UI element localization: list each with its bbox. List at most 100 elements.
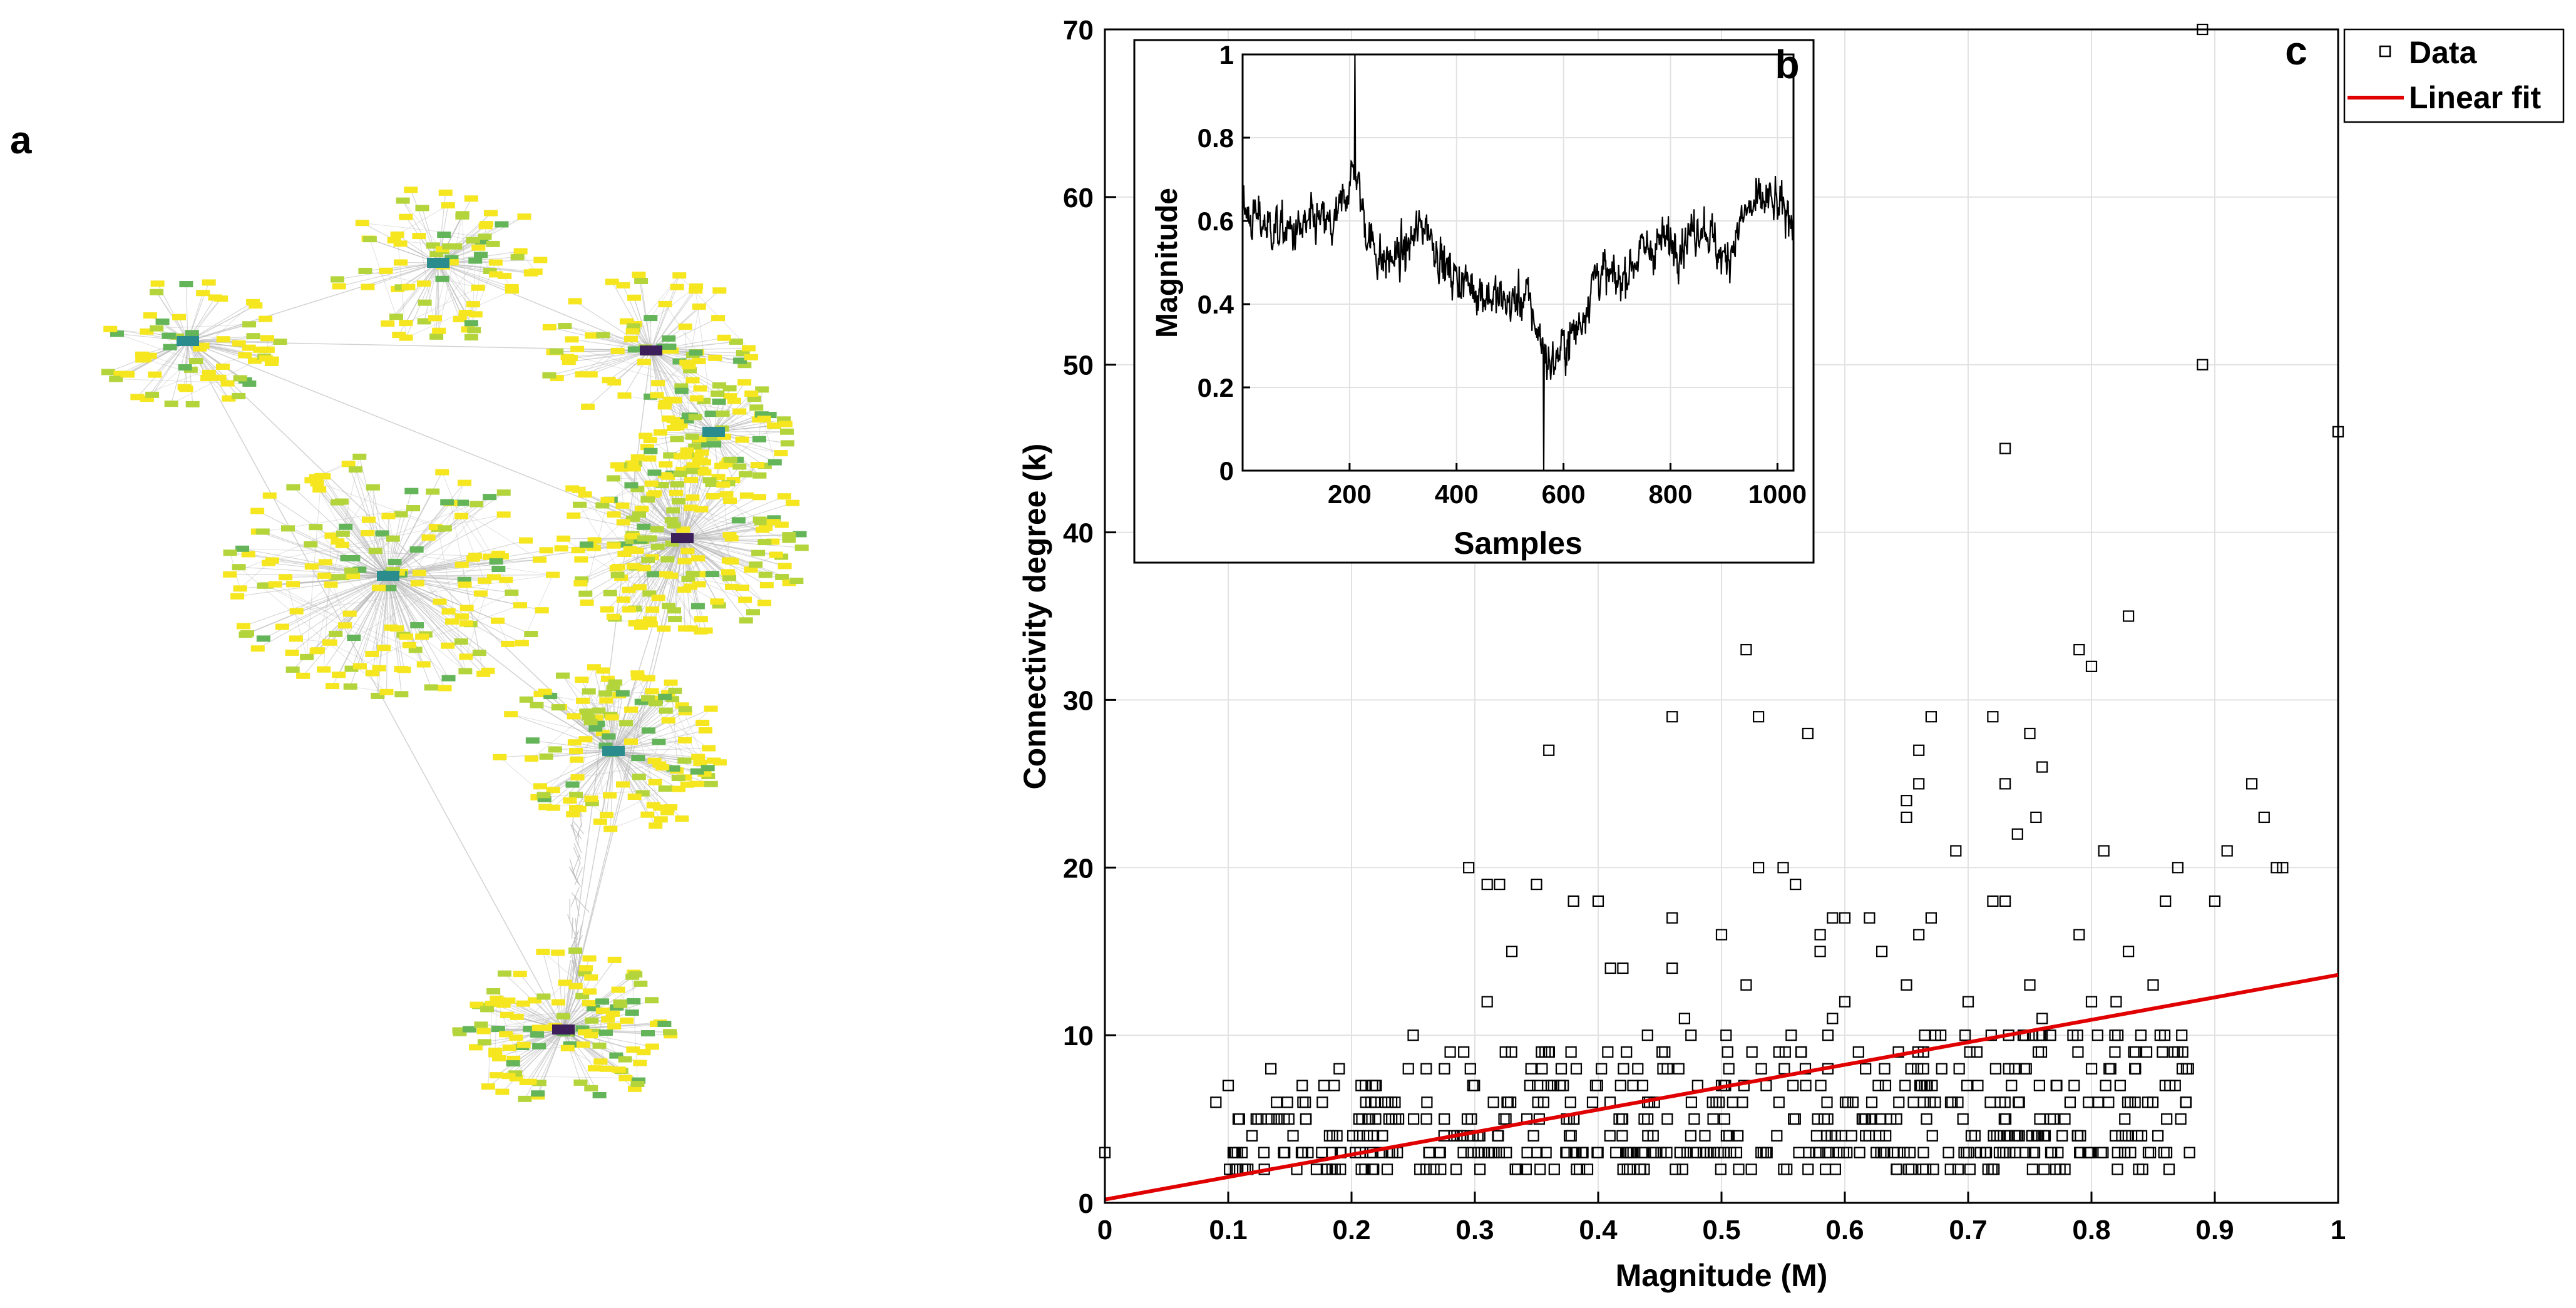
network-edge [590,750,614,799]
network-node [524,631,538,638]
network-node [148,371,162,378]
network-node [432,327,446,334]
network-node [570,774,585,781]
network-edge [569,858,575,876]
network-edge [575,918,578,940]
network-node [459,653,473,660]
network-node [672,498,686,504]
network-node [580,599,594,606]
network-node [513,602,527,609]
network-node [599,697,613,704]
network-node [361,529,375,536]
network-edge [495,998,497,1051]
scatter-point [2277,862,2289,874]
network-node [693,385,707,392]
scatter-point [1713,1096,1725,1108]
inset-y-tick-label: 0.6 [1198,207,1234,236]
network-node [586,1004,600,1011]
network-node [500,1011,514,1018]
network-node [488,259,503,266]
network-node [576,1041,590,1048]
network-node [347,635,361,641]
network-node [491,1026,505,1033]
network-node [232,340,246,347]
network-node [782,536,796,543]
network-node [317,572,332,579]
network-node [607,1023,622,1030]
network-edge [613,690,675,752]
network-node [599,1065,613,1072]
network-node [143,312,157,319]
network-edge [524,1029,564,1100]
network-node [637,535,657,542]
network-node [660,809,675,815]
network-edge [613,350,652,383]
network-node [453,315,467,322]
network-edge [508,1029,564,1076]
scatter-point [1913,929,1925,941]
network-node [701,441,722,448]
network-node [689,395,704,402]
network-node [663,1029,677,1036]
network-node [689,287,703,294]
network-edge [682,519,760,539]
network-node [644,480,659,487]
network-node [692,581,706,588]
network-edge [529,1029,564,1083]
scatter-point [1814,1147,1825,1158]
network-node [626,563,640,570]
network-node [394,259,408,266]
network-node [558,323,572,330]
network-node [515,640,529,646]
network-node [570,345,585,352]
scatter-point [1279,1147,1291,1158]
network-node [658,785,672,792]
scatter-point [1614,1080,1626,1091]
network-node [664,517,679,524]
network-node [641,695,655,702]
scatter-y-tick-label: 30 [1063,685,1094,716]
network-edge [570,934,583,958]
network-node [685,571,700,578]
scatter-point [2147,979,2159,991]
network-node [242,380,257,387]
scatter-point [1891,1147,1904,1158]
network-node [499,576,513,583]
network-node [476,1028,491,1035]
network-edge [575,896,580,917]
network-node [470,501,484,508]
scatter-point [1950,845,1962,857]
network-node [659,461,673,468]
network-node [607,511,621,518]
scatter-x-tick-label: 0.6 [1825,1215,1864,1245]
network-node [741,345,756,352]
scatter-point [1670,1163,1681,1175]
scatter-point [1971,1046,1983,1058]
network-node [150,289,164,295]
scatter-point [1898,1147,1910,1158]
network-node [623,335,638,342]
network-edge [438,262,513,291]
network-node [598,742,613,749]
network-node [778,421,793,427]
network-node [565,781,580,788]
network-node [645,606,660,613]
network-node [562,359,576,365]
network-edge [329,642,379,669]
network-edge [677,362,687,427]
network-edge [613,722,703,752]
scatter-point [1708,1147,1720,1158]
scatter-point [1278,1113,1290,1125]
network-node [390,231,404,238]
network-node [676,526,690,533]
network-node [697,397,711,404]
network-node [758,571,772,578]
scatter-point [1505,1096,1517,1108]
network-hub-node [427,258,449,268]
scatter-point [2161,1113,2173,1125]
network-node [664,1032,678,1039]
network-node [692,358,706,365]
network-node [747,396,761,402]
scatter-point [1921,1080,1933,1091]
network-node [490,1072,504,1079]
